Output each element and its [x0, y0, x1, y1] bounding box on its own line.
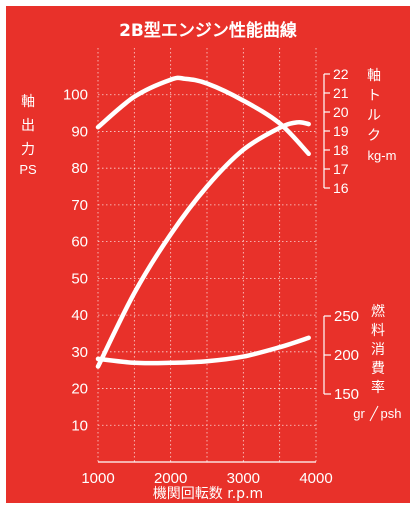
left-axis-ticks: 10 20 30 40 50 60 70 80 90 100	[63, 87, 88, 435]
fuel-axis-tick-label: 250	[334, 308, 359, 325]
torque-axis-unit: kg-m	[368, 148, 397, 163]
torque-axis: 16 17 18 19 20 21 22	[323, 66, 349, 196]
left-axis-tick-label: 20	[71, 381, 88, 398]
left-axis-title-char: 出	[21, 118, 35, 134]
x-axis-label: 機関回転数 r.p.m	[153, 486, 263, 502]
torque-axis-tick-label: 21	[333, 85, 349, 101]
left-axis-tick-label: 70	[71, 197, 88, 214]
torque-axis-title-char: 軸	[367, 68, 381, 84]
torque-curve	[95, 75, 311, 157]
x-axis-tick-label: 1000	[81, 470, 114, 487]
torque-axis-tick-label: 18	[333, 142, 349, 158]
fuel-axis-title-char: 費	[371, 361, 385, 377]
curves	[95, 75, 311, 369]
torque-axis-tick-label: 19	[333, 123, 349, 139]
torque-axis-title-char: ク	[367, 128, 381, 144]
fuel-axis-title-char: 率	[371, 379, 385, 396]
left-axis-tick-label: 90	[71, 123, 88, 140]
torque-axis-title-char: ト	[367, 88, 381, 104]
left-axis-title-char: 軸	[21, 94, 35, 110]
left-axis-tick-label: 10	[71, 417, 88, 434]
left-axis-tick-label: 30	[71, 344, 88, 361]
x-axis-tick-label: 3000	[227, 470, 260, 487]
fuel-axis-unit: gr psh	[353, 405, 402, 422]
left-axis-tick-label: 80	[71, 160, 88, 177]
torque-axis-tick-label: 20	[333, 104, 349, 120]
fuel-unit-slash	[369, 405, 379, 422]
torque-axis-tick-label: 17	[333, 161, 349, 177]
chart-title: 2B型エンジン性能曲線	[119, 20, 297, 41]
fuel-axis-title-char: 消	[371, 342, 385, 358]
fuel-axis-tick-label: 200	[334, 347, 359, 364]
x-axis-tick-label: 2000	[154, 470, 187, 487]
left-axis-unit: PS	[19, 162, 37, 177]
left-axis-tick-label: 100	[63, 87, 88, 104]
x-axis-ticks: 1000 2000 3000 4000	[81, 470, 332, 487]
fuel-axis: 150 200 250	[323, 308, 359, 403]
left-axis-tick-label: 40	[71, 307, 88, 324]
torque-axis-tick-label: 22	[333, 66, 349, 82]
fuel-unit-denominator: psh	[381, 406, 402, 421]
fuel-axis-title-char: 燃	[371, 303, 385, 320]
fuel-curve	[95, 335, 311, 366]
fuel-axis-title-char: 料	[371, 323, 385, 339]
fuel-unit-numerator: gr	[353, 406, 365, 421]
left-axis-title-char: 力	[21, 142, 35, 158]
left-axis-tick-label: 60	[71, 234, 88, 251]
left-axis-tick-label: 50	[71, 270, 88, 287]
grid	[97, 48, 317, 463]
left-axis-title: 軸出力	[21, 94, 35, 158]
chart-background	[6, 6, 410, 503]
fuel-axis-tick-label: 150	[334, 386, 359, 403]
power-curve	[95, 119, 311, 369]
torque-axis-title-char: ル	[367, 108, 381, 124]
x-axis-tick-label: 4000	[299, 470, 332, 487]
torque-axis-tick-label: 16	[333, 180, 349, 196]
